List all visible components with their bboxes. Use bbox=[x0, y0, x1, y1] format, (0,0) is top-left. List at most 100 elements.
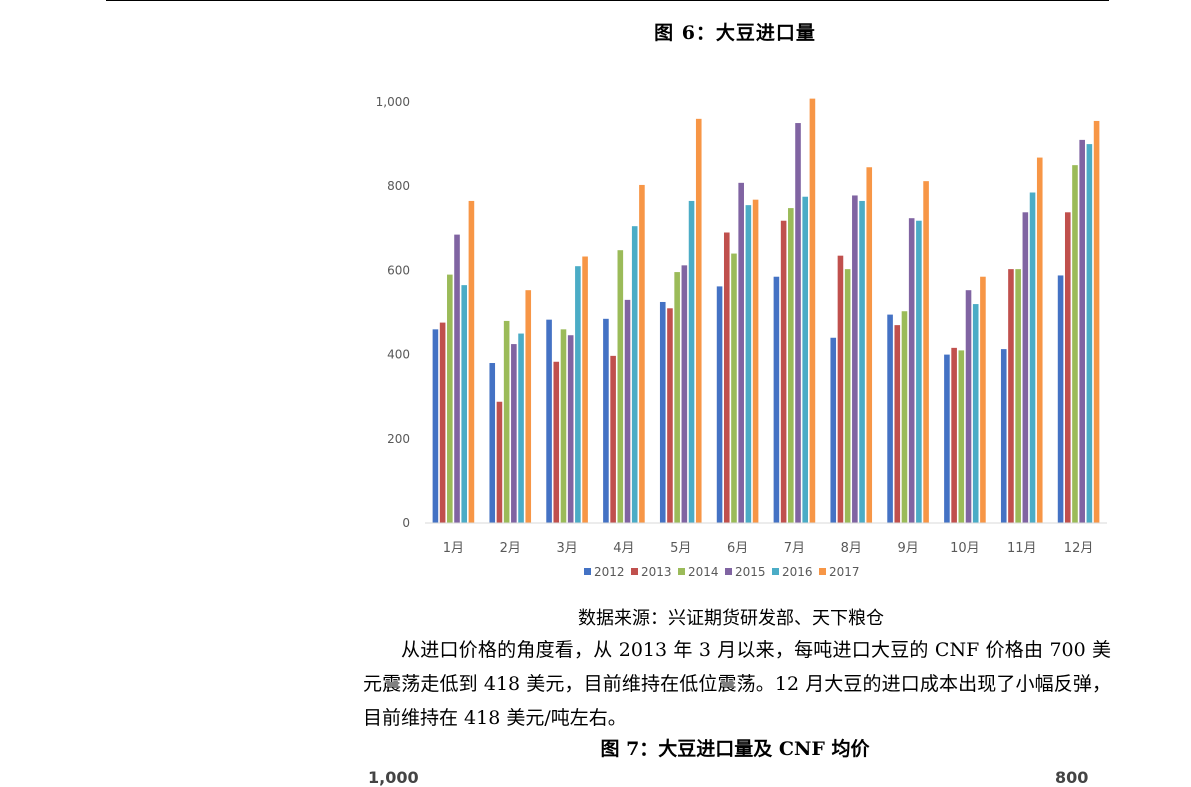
bar-2013-11 bbox=[1008, 269, 1014, 523]
x-tick-label: 12月 bbox=[1064, 541, 1094, 556]
legend-label-2016: 2016 bbox=[782, 565, 813, 579]
bar-2017-4 bbox=[639, 184, 645, 523]
bar-2012-7 bbox=[773, 276, 780, 523]
bar-2016-9 bbox=[916, 220, 922, 523]
bar-2016-7 bbox=[802, 196, 809, 523]
y-tick-label: 0 bbox=[402, 516, 410, 530]
bar-2012-9 bbox=[887, 314, 893, 523]
bar-2016-8 bbox=[859, 200, 865, 523]
bar-2013-4 bbox=[610, 355, 616, 523]
bar-2015-10 bbox=[965, 290, 972, 523]
x-tick-label: 3月 bbox=[556, 541, 577, 556]
bar-2014-10 bbox=[958, 350, 965, 523]
bar-2015-9 bbox=[908, 218, 915, 523]
x-tick-label: 6月 bbox=[727, 541, 748, 556]
legend-label-2012: 2012 bbox=[594, 565, 625, 579]
bar-2017-6 bbox=[752, 199, 759, 524]
legend-label-2017: 2017 bbox=[829, 565, 860, 579]
bar-2012-1 bbox=[432, 329, 439, 523]
bar-2016-5 bbox=[688, 200, 695, 523]
x-axis: 1月 2月 3月 4月 5月 6月 7月 8月 9月 10月 11月 12月 bbox=[443, 541, 1094, 556]
bars bbox=[432, 98, 1100, 524]
bar-2017-5 bbox=[695, 118, 702, 523]
bar-2014-1 bbox=[447, 274, 453, 523]
bar-2012-5 bbox=[659, 301, 666, 523]
bar-2014-5 bbox=[674, 272, 680, 523]
top-rule bbox=[106, 0, 1109, 1]
x-tick-label: 7月 bbox=[784, 541, 805, 556]
bar-2017-10 bbox=[980, 276, 986, 523]
bar-2017-12 bbox=[1093, 120, 1100, 523]
body-paragraph: 从进口价格的角度看，从 2013 年 3 月以来，每吨进口大豆的 CNF 价格由… bbox=[363, 639, 1111, 729]
bar-2016-6 bbox=[745, 205, 752, 523]
bar-2016-3 bbox=[575, 266, 581, 523]
bar-2015-7 bbox=[795, 123, 801, 524]
bar-2012-10 bbox=[944, 354, 950, 523]
legend-swatch-2015 bbox=[725, 568, 732, 575]
legend-swatch-2013 bbox=[631, 568, 638, 575]
y-tick-label: 200 bbox=[387, 432, 410, 446]
bar-2015-3 bbox=[567, 335, 574, 523]
bar-2016-1 bbox=[461, 285, 468, 523]
bar-2012-12 bbox=[1057, 275, 1064, 523]
legend-swatch-2014 bbox=[678, 568, 685, 575]
bar-2016-4 bbox=[631, 226, 638, 523]
bar-2016-10 bbox=[972, 304, 979, 523]
x-tick-label: 5月 bbox=[670, 541, 691, 556]
bar-2012-4 bbox=[603, 318, 609, 523]
x-tick-label: 2月 bbox=[500, 541, 521, 556]
bar-2015-1 bbox=[454, 234, 460, 524]
figure7-left-axis-fragment: 1,000 bbox=[368, 768, 419, 787]
bar-2017-9 bbox=[923, 181, 929, 523]
bar-2015-2 bbox=[511, 344, 517, 523]
bar-2015-11 bbox=[1022, 212, 1029, 524]
x-tick-label: 10月 bbox=[950, 541, 980, 556]
bar-2016-12 bbox=[1086, 144, 1093, 523]
legend-swatch-2017 bbox=[819, 568, 826, 575]
bar-2013-5 bbox=[667, 308, 673, 523]
x-tick-label: 8月 bbox=[841, 541, 862, 556]
bar-2015-5 bbox=[681, 265, 688, 523]
bar-2014-6 bbox=[731, 253, 737, 523]
bar-2014-8 bbox=[844, 269, 851, 523]
bar-2012-11 bbox=[1000, 349, 1007, 523]
bar-2012-3 bbox=[546, 319, 552, 523]
x-tick-label: 1月 bbox=[443, 541, 464, 556]
y-tick-label: 400 bbox=[387, 348, 410, 362]
bar-2012-8 bbox=[830, 337, 837, 523]
x-tick-label: 11月 bbox=[1007, 541, 1037, 556]
y-tick-label: 600 bbox=[387, 263, 410, 277]
bar-2017-2 bbox=[525, 290, 532, 523]
bar-2017-8 bbox=[866, 167, 873, 523]
bar-2013-8 bbox=[837, 255, 844, 524]
x-tick-label: 4月 bbox=[613, 541, 634, 556]
bar-2014-12 bbox=[1072, 165, 1078, 523]
bar-2016-2 bbox=[518, 333, 524, 523]
figure7-title: 图 7：大豆进口量及 CNF 均价 bbox=[600, 738, 870, 760]
legend-swatch-2016 bbox=[772, 568, 779, 575]
figure7-right-axis-fragment: 800 bbox=[1055, 768, 1089, 787]
bar-2012-6 bbox=[716, 286, 723, 523]
legend-swatch-2012 bbox=[584, 568, 591, 575]
bar-2013-9 bbox=[894, 325, 901, 523]
legend-label-2013: 2013 bbox=[641, 565, 672, 579]
bar-2013-3 bbox=[553, 361, 560, 523]
bar-2017-1 bbox=[468, 200, 475, 523]
legend: 2012 2013 2014 2015 2016 2017 bbox=[584, 565, 860, 579]
y-tick-label: 1,000 bbox=[376, 95, 410, 109]
bar-2012-2 bbox=[489, 363, 496, 523]
bar-2013-10 bbox=[951, 347, 957, 523]
bar-2017-11 bbox=[1036, 157, 1043, 523]
bar-2015-4 bbox=[624, 299, 631, 523]
bar-2015-12 bbox=[1079, 139, 1085, 523]
bar-2015-8 bbox=[852, 195, 858, 523]
bar-2014-9 bbox=[901, 311, 908, 523]
bar-2013-1 bbox=[439, 322, 446, 523]
bar-2013-7 bbox=[780, 220, 787, 523]
bar-2016-11 bbox=[1029, 192, 1036, 523]
y-axis: 0 200 400 600 800 1,000 bbox=[376, 95, 410, 530]
bar-2013-12 bbox=[1064, 212, 1071, 524]
bar-2013-6 bbox=[723, 232, 730, 523]
bar-2017-3 bbox=[582, 256, 588, 523]
bar-2014-11 bbox=[1015, 269, 1021, 523]
